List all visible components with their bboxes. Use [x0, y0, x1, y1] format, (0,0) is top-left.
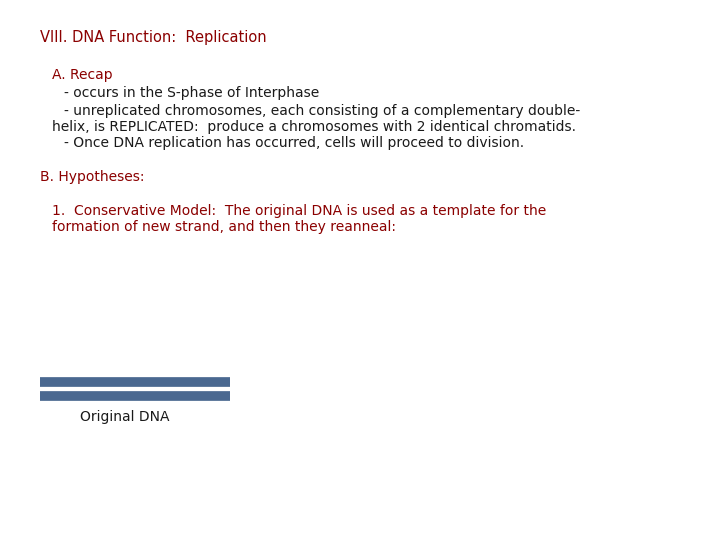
Text: A. Recap: A. Recap: [52, 68, 112, 82]
Text: helix, is REPLICATED:  produce a chromosomes with 2 identical chromatids.: helix, is REPLICATED: produce a chromoso…: [52, 120, 576, 134]
Text: formation of new strand, and then they reanneal:: formation of new strand, and then they r…: [52, 220, 396, 234]
Text: B. Hypotheses:: B. Hypotheses:: [40, 170, 145, 184]
Text: Original DNA: Original DNA: [80, 410, 169, 424]
Text: - occurs in the S-phase of Interphase: - occurs in the S-phase of Interphase: [64, 86, 319, 100]
Text: 1.  Conservative Model:  The original DNA is used as a template for the: 1. Conservative Model: The original DNA …: [52, 204, 546, 218]
Text: - unreplicated chromosomes, each consisting of a complementary double-: - unreplicated chromosomes, each consist…: [64, 104, 580, 118]
Text: VIII. DNA Function:  Replication: VIII. DNA Function: Replication: [40, 30, 266, 45]
Text: - Once DNA replication has occurred, cells will proceed to division.: - Once DNA replication has occurred, cel…: [64, 136, 524, 150]
